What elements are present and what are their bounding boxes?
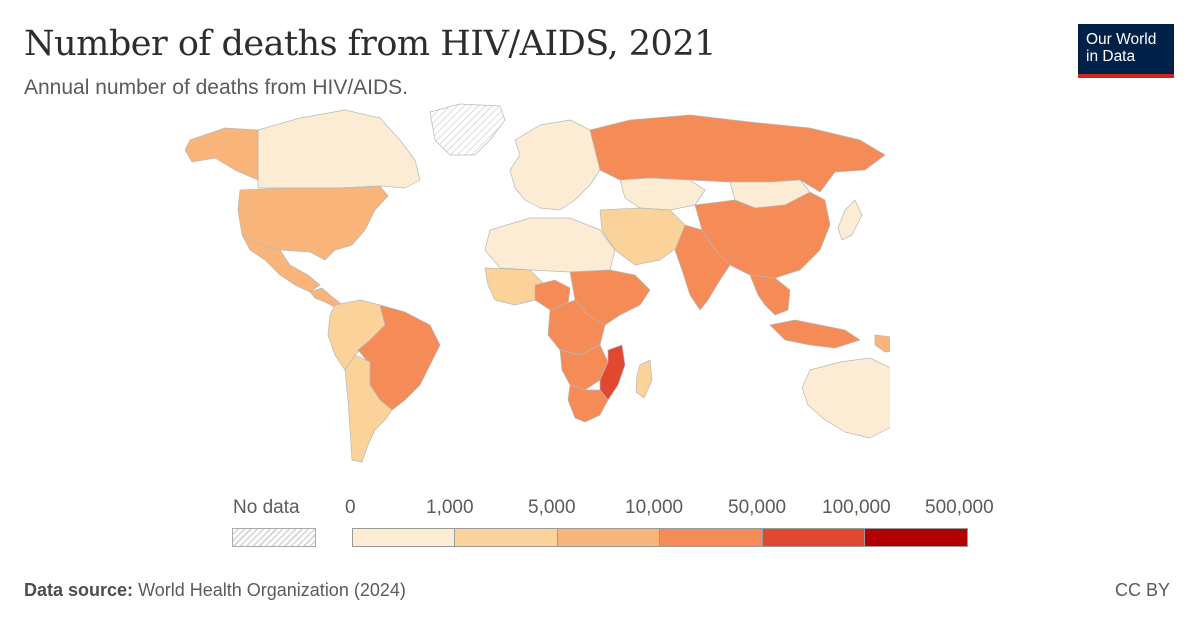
legend-tick-0: 0 (345, 497, 356, 518)
legend-tick-3: 10,000 (625, 497, 684, 518)
source-label: Data source: (24, 580, 134, 600)
footer-source: Data source: World Health Organization (… (24, 580, 406, 601)
region-alaska[interactable] (184, 127, 259, 181)
region-middle-east[interactable] (599, 207, 686, 266)
license-label[interactable]: CC BY (1114, 580, 1170, 600)
region-madagascar[interactable] (635, 359, 653, 399)
region-north-africa[interactable] (484, 217, 616, 273)
chart-subtitle: Annual number of deaths from HIV/AIDS. (24, 76, 409, 99)
chart-title: Number of deaths from HIV/AIDS, 2021 (24, 24, 716, 64)
legend-bin-3[interactable] (659, 528, 763, 547)
legend-bin-1[interactable] (454, 528, 558, 547)
region-europe[interactable] (509, 119, 601, 211)
region-mexico[interactable] (241, 234, 321, 293)
region-west-africa[interactable] (484, 267, 546, 306)
owid-logo[interactable]: Our World in Data (1078, 24, 1174, 78)
region-kazakhstan[interactable] (619, 177, 706, 211)
legend-bin-4[interactable] (762, 528, 865, 547)
region-papua-new-guinea[interactable] (874, 334, 890, 353)
legend-tick-1: 1,000 (426, 497, 474, 518)
legend-no-data-swatch[interactable] (232, 528, 316, 547)
region-canada[interactable] (257, 109, 421, 189)
region-southeast-asia[interactable] (749, 274, 791, 316)
region-indonesia[interactable] (769, 319, 861, 349)
region-greenland[interactable] (429, 103, 506, 156)
logo-line-2: in Data (1086, 48, 1136, 65)
legend-tick-6: 500,000 (925, 497, 994, 518)
legend-bin-5[interactable] (864, 528, 968, 547)
legend-no-data-label: No data (233, 497, 300, 518)
region-south-africa[interactable] (567, 384, 609, 423)
legend-tick-5: 100,000 (822, 497, 891, 518)
source-value[interactable]: World Health Organization (2024) (138, 580, 406, 600)
legend-bin-0[interactable] (352, 528, 455, 547)
region-india[interactable] (674, 224, 731, 311)
legend-bin-2[interactable] (557, 528, 660, 547)
logo-line-1: Our World (1086, 31, 1157, 48)
region-argentina[interactable] (344, 354, 393, 463)
region-japan[interactable] (837, 199, 863, 241)
legend-tick-4: 50,000 (728, 497, 787, 518)
world-map (184, 103, 890, 463)
legend-tick-2: 5,000 (528, 497, 576, 518)
region-australia[interactable] (801, 357, 890, 439)
